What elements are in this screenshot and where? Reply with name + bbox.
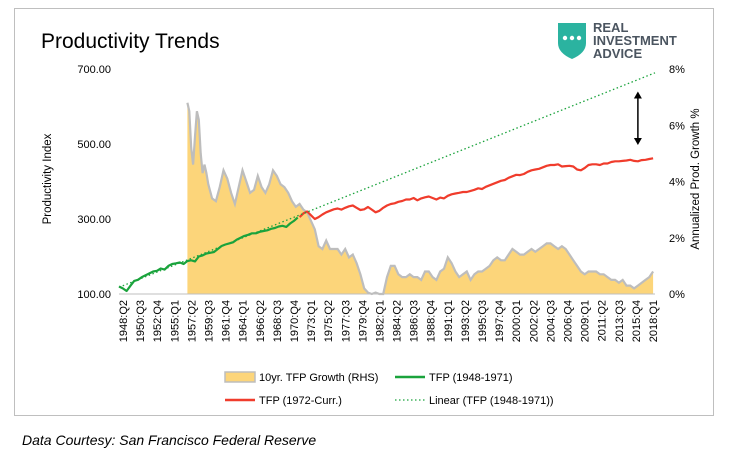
legend-swatch	[224, 371, 256, 383]
x-tick-label: 1950:Q3	[135, 300, 147, 342]
x-tick-label: 1955:Q1	[169, 300, 181, 342]
x-tick-label: 1988:Q4	[426, 300, 438, 342]
x-tick-label: 1957:Q2	[186, 300, 198, 342]
x-tick-label: 1975:Q2	[323, 300, 335, 342]
chart-frame: Productivity Trends REAL INVESTMENT ADVI…	[14, 8, 714, 416]
y-tick-label: 300.00	[77, 214, 111, 226]
brand-line-1: REAL	[593, 20, 628, 35]
source-note: Data Courtesy: San Francisco Federal Res…	[22, 432, 317, 448]
series-line-2	[298, 157, 654, 221]
x-tick-label: 1997:Q4	[494, 300, 506, 342]
y2-axis-title: Annualized Prod. Growth %	[690, 108, 702, 249]
x-tick-label: 1984:Q2	[392, 300, 404, 342]
x-tick-label: 1993:Q2	[460, 300, 472, 342]
x-tick-label: 1979:Q4	[357, 300, 369, 342]
annotation-arrow-head-down	[633, 137, 642, 145]
x-tick-label: 1966:Q2	[255, 300, 267, 342]
x-tick-label: 1991:Q1	[443, 300, 455, 342]
legend-label: TFP (1972-Curr.)	[259, 395, 342, 407]
chart-svg: Productivity Trends REAL INVESTMENT ADVI…	[41, 20, 702, 407]
y-tick-label: 500.00	[77, 139, 111, 151]
x-tick-label: 1959:Q3	[204, 300, 216, 342]
annotation-arrow-head-up	[633, 91, 642, 99]
brand-logo: REAL INVESTMENT ADVICE	[558, 20, 677, 61]
brand-line-2: INVESTMENT	[593, 33, 677, 48]
x-tick-label: 1973:Q1	[306, 300, 318, 342]
x-tick-label: 2015:Q4	[631, 300, 643, 342]
x-tick-label: 1982:Q1	[375, 300, 387, 342]
y-tick-label: 700.00	[77, 64, 111, 76]
y2-tick-label: 4%	[669, 177, 685, 189]
x-tick-label: 1995:Q3	[477, 300, 489, 342]
plot-area	[118, 72, 656, 296]
x-tick-label: 1961:Q4	[221, 300, 233, 342]
x-tick-label: 2018:Q1	[648, 300, 660, 342]
y2-tick-label: 0%	[669, 289, 685, 301]
series-area-outline	[186, 102, 655, 296]
x-tick-label: 2002:Q2	[528, 300, 540, 342]
legend-label: TFP (1948-1971)	[429, 372, 513, 384]
series-line-1	[118, 216, 299, 293]
x-tick-label: 1970:Q4	[289, 300, 301, 342]
x-tick-label: 1964:Q1	[238, 300, 250, 342]
y2-tick-label: 6%	[669, 120, 685, 132]
y2-tick-label: 8%	[669, 64, 685, 76]
series-area-fill	[187, 102, 654, 294]
legend-label: Linear (TFP (1948-1971))	[429, 395, 554, 407]
legend: 10yr. TFP Growth (RHS) TFP (1948-1971) TFP…	[224, 371, 554, 407]
shield-icon	[558, 23, 586, 59]
x-tick-label: 2009:Q1	[580, 300, 592, 342]
y-axis-title: Productivity Index	[42, 133, 54, 224]
y2-tick-label: 2%	[669, 233, 685, 245]
x-tick-label: 2006:Q4	[563, 300, 575, 342]
x-tick-label: 2013:Q3	[614, 300, 626, 342]
x-tick-label: 1977:Q3	[340, 300, 352, 342]
x-tick-label: 2004:Q3	[545, 300, 557, 342]
x-tick-label: 1968:Q3	[272, 300, 284, 342]
axes: 100.00 300.00 500.00 700.00 0% 2% 4% 6% 8% 1948:Q…	[77, 64, 685, 342]
x-tick-label: 1986:Q3	[409, 300, 421, 342]
brand-line-3: ADVICE	[593, 46, 642, 61]
y-tick-label: 100.00	[77, 289, 111, 301]
x-tick-label: 2000:Q1	[511, 300, 523, 342]
legend-label: 10yr. TFP Growth (RHS)	[259, 372, 378, 384]
x-tick-label: 2011:Q2	[597, 300, 609, 341]
x-tick-label: 1948:Q2	[118, 300, 130, 342]
series-trendline	[118, 72, 656, 288]
chart-title: Productivity Trends	[41, 30, 220, 53]
x-tick-label: 1952:Q4	[152, 300, 164, 342]
